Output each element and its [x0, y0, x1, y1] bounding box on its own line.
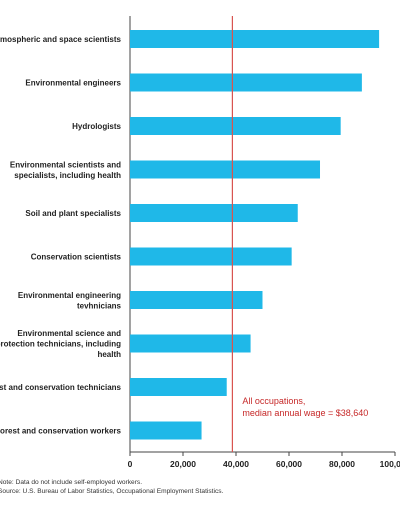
category-label-9: Forest and conservation technicians	[0, 383, 122, 392]
median-wage-label: All occupations, median annual wage = $38…	[242, 396, 368, 418]
bar-4	[130, 160, 321, 179]
category-label-4: Environmental scientists and specialists,…	[10, 160, 121, 180]
source-text: Source: U.S. Bureau of Labor Statistics,…	[0, 488, 224, 495]
category-label-8: Environmental science and protection tech…	[0, 329, 121, 359]
category-label-5: Soil and plant specialists	[25, 209, 121, 218]
note-text: Note: Data do not include self-employed …	[0, 479, 143, 486]
x-tick-label-2: 20,000	[170, 459, 196, 469]
category-label-2: Environmental engineers	[25, 79, 121, 88]
x-tick-label-1: 0	[128, 459, 133, 469]
category-label-7: Environmental engineering tevhnicians	[18, 291, 122, 311]
bar-2	[130, 73, 362, 92]
category-label-3: Hydrologists	[72, 122, 121, 131]
bar-6	[130, 247, 292, 266]
category-label-1: Atmospheric and space scientists	[0, 35, 122, 44]
bar-3	[130, 117, 341, 135]
category-label-6: Conservation scientists	[31, 253, 122, 262]
bar-1	[130, 30, 380, 48]
chart-notes: Note: Data do not include self-employed …	[0, 478, 398, 496]
x-tick-label-4: 60,000	[276, 459, 302, 469]
bar-10	[130, 421, 202, 440]
bar-7	[130, 291, 263, 309]
bar-5	[130, 204, 298, 222]
x-tick-label-6: 100,000	[380, 459, 400, 469]
bar-9	[130, 378, 227, 396]
bar-8	[130, 334, 251, 353]
x-tick-label-5: 80,000	[329, 459, 355, 469]
category-label-10: Forest and conservation workers	[0, 427, 122, 436]
x-tick-label-3: 40,000	[223, 459, 249, 469]
